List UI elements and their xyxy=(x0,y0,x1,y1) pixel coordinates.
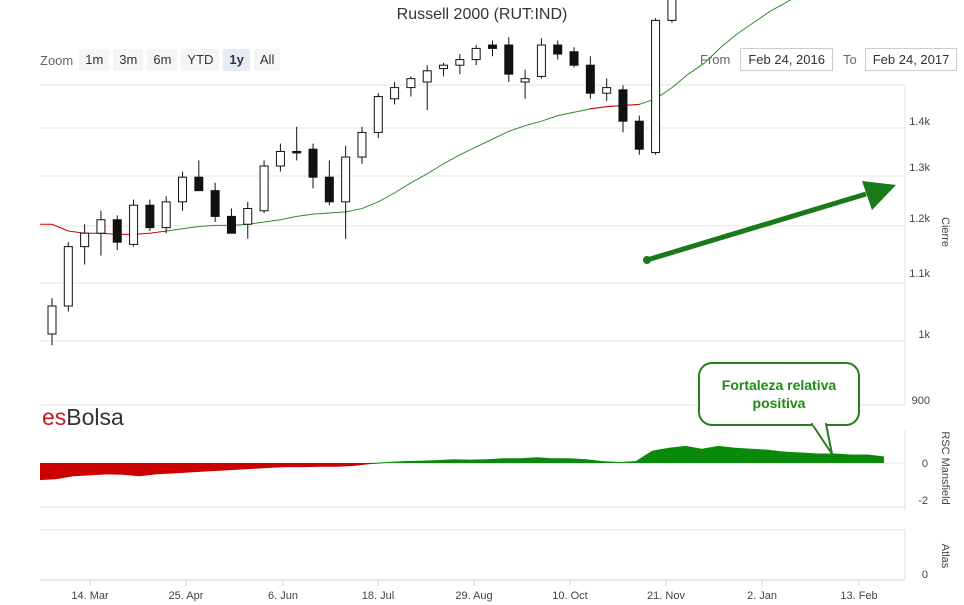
candle-body xyxy=(390,87,400,100)
candle-body xyxy=(439,64,449,70)
price-axis-title: Cierre xyxy=(939,217,951,247)
candle-body xyxy=(194,176,204,192)
to-label: To xyxy=(843,52,857,67)
zoom-all-button[interactable]: All xyxy=(253,49,281,71)
candle-body xyxy=(178,176,188,203)
trend-arrow xyxy=(643,181,896,264)
candle-body xyxy=(585,64,595,94)
price-tick-label: 1.1k xyxy=(909,268,930,280)
rsc-mansfield-area xyxy=(40,445,884,481)
x-tick-label: 21. Nov xyxy=(647,590,685,602)
x-tick-label: 2. Jan xyxy=(747,590,777,602)
trend-arrow-head xyxy=(862,181,896,210)
candle-body xyxy=(373,96,383,133)
atlas-tick-label: 0 xyxy=(922,569,928,581)
relative-strength-callout: Fortaleza relativa positiva xyxy=(698,362,860,426)
candle-body xyxy=(667,0,677,21)
grid-lines xyxy=(40,84,906,581)
rsc-negative-area xyxy=(40,463,884,481)
date-range-to: To Feb 24, 2017 xyxy=(843,48,958,71)
rsc-tick-label: -2 xyxy=(918,495,928,507)
logo-bolsa: Bolsa xyxy=(66,404,124,430)
trend-arrow-tail xyxy=(643,256,651,264)
candle-body xyxy=(145,204,155,229)
candle-body xyxy=(96,219,106,234)
x-axis-labels: 14. Mar 25. Apr 6. Jun 18. Jul 29. Aug 10. Oc… xyxy=(71,580,878,602)
trend-arrow-shaft xyxy=(646,191,867,263)
esbolsa-logo: esBolsa xyxy=(42,404,124,431)
candle-body xyxy=(634,120,644,150)
x-tick-label: 6. Jun xyxy=(268,590,298,602)
candle-body xyxy=(471,47,481,61)
candle-body xyxy=(602,87,612,94)
zoom-3m-button[interactable]: 3m xyxy=(113,49,144,71)
candle-body xyxy=(618,89,628,122)
chart-title: Russell 2000 (RUT:IND) xyxy=(396,6,568,23)
candle-body xyxy=(129,204,139,245)
from-label: From xyxy=(700,52,731,67)
zoom-selector: Zoom 1m 3m 6m YTD 1y All xyxy=(40,49,284,71)
price-tick-label: 1.3k xyxy=(909,162,930,174)
candle-body xyxy=(292,150,302,154)
from-date-input[interactable]: Feb 24, 2016 xyxy=(740,48,833,71)
candle-body xyxy=(455,59,465,66)
atlas-axis-title: Atlas xyxy=(939,544,951,569)
rsc-tick-label: 0 xyxy=(922,458,928,470)
price-tick-label: 1k xyxy=(918,329,930,341)
to-date-input[interactable]: Feb 24, 2017 xyxy=(864,48,958,71)
candle-body xyxy=(308,148,318,178)
x-tick-label: 14. Mar xyxy=(71,590,109,602)
candle-body xyxy=(422,70,432,83)
candle-body xyxy=(536,44,546,77)
candle-body xyxy=(341,156,351,203)
candle-body xyxy=(112,219,122,243)
candle-body xyxy=(520,78,530,83)
y-axis-labels: 900 1k 1.1k 1.2k 1.3k 1.4k -2 0 0 xyxy=(909,116,930,581)
moving-average-red xyxy=(590,103,640,110)
candle-body xyxy=(504,44,514,75)
candle-body xyxy=(651,19,661,154)
x-tick-label: 25. Apr xyxy=(169,590,204,602)
candle-body xyxy=(63,246,73,307)
x-tick-label: 18. Jul xyxy=(362,590,394,602)
rsc-axis-title: RSC Mansfield xyxy=(939,431,951,504)
zoom-1m-button[interactable]: 1m xyxy=(79,49,110,71)
price-tick-label: 1.4k xyxy=(909,116,930,128)
zoom-6m-button[interactable]: 6m xyxy=(147,49,178,71)
candle-body xyxy=(357,131,367,158)
callout-line-2: positiva xyxy=(752,395,806,411)
zoom-1y-button[interactable]: 1y xyxy=(223,49,250,71)
logo-es: es xyxy=(42,404,67,430)
moving-average-green xyxy=(166,0,792,232)
zoom-ytd-button[interactable]: YTD xyxy=(181,49,220,71)
callout-line-1: Fortaleza relativa xyxy=(721,377,837,393)
x-tick-label: 10. Oct xyxy=(552,590,587,602)
candle-body xyxy=(275,150,285,167)
candle-body xyxy=(243,208,253,225)
candle-body xyxy=(259,165,269,212)
candle-body xyxy=(553,44,563,55)
candle-body xyxy=(210,190,220,217)
x-tick-label: 13. Feb xyxy=(840,590,877,602)
date-range-from: From Feb 24, 2016 xyxy=(700,48,833,71)
x-tick-label: 29. Aug xyxy=(455,590,492,602)
candlesticks xyxy=(47,0,677,346)
price-tick-label: 1.2k xyxy=(909,213,930,225)
candle-body xyxy=(324,176,334,203)
candle-body xyxy=(569,51,579,66)
price-tick-label: 900 xyxy=(912,395,930,407)
rsc-positive-area xyxy=(40,445,884,463)
zoom-label: Zoom xyxy=(40,52,74,68)
candle-body xyxy=(161,201,171,229)
candle-body xyxy=(47,305,57,335)
candle-body xyxy=(80,232,90,248)
candle-body xyxy=(406,78,416,89)
candle-body xyxy=(226,215,236,234)
candle-body xyxy=(487,44,497,49)
